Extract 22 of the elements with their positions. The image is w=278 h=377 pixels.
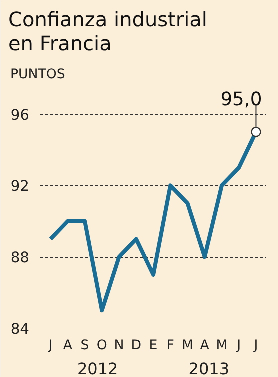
chart-title: Confianza industrial en Francia <box>8 8 208 56</box>
x-tick-label: F <box>166 338 174 354</box>
y-tick-label: 92 <box>10 178 30 196</box>
text: 2012 <box>77 360 118 377</box>
y-tick-label: 88 <box>10 250 30 267</box>
x-tick-label: N <box>114 338 124 354</box>
y-tick-label: 84 <box>10 321 30 338</box>
x-tick-label: A <box>63 338 72 354</box>
x-tick-label: A <box>200 338 210 354</box>
x-tick-label: J <box>236 338 242 354</box>
x-tick-label: J <box>48 338 53 354</box>
x-tick-label: E <box>149 338 158 354</box>
text: 2013 <box>188 360 230 377</box>
x-tick-label: S <box>80 338 90 354</box>
y-tick-label: 96 <box>10 106 30 124</box>
x-tick-label: O <box>96 338 108 354</box>
x-tick-label: D <box>131 338 142 354</box>
y-axis-title: PUNTOS <box>10 68 66 82</box>
data-label: 95,0 <box>220 90 262 111</box>
x-tick-label: J <box>253 338 258 354</box>
x-tick-label: M <box>182 338 194 354</box>
x-tick-label: M <box>216 338 228 354</box>
